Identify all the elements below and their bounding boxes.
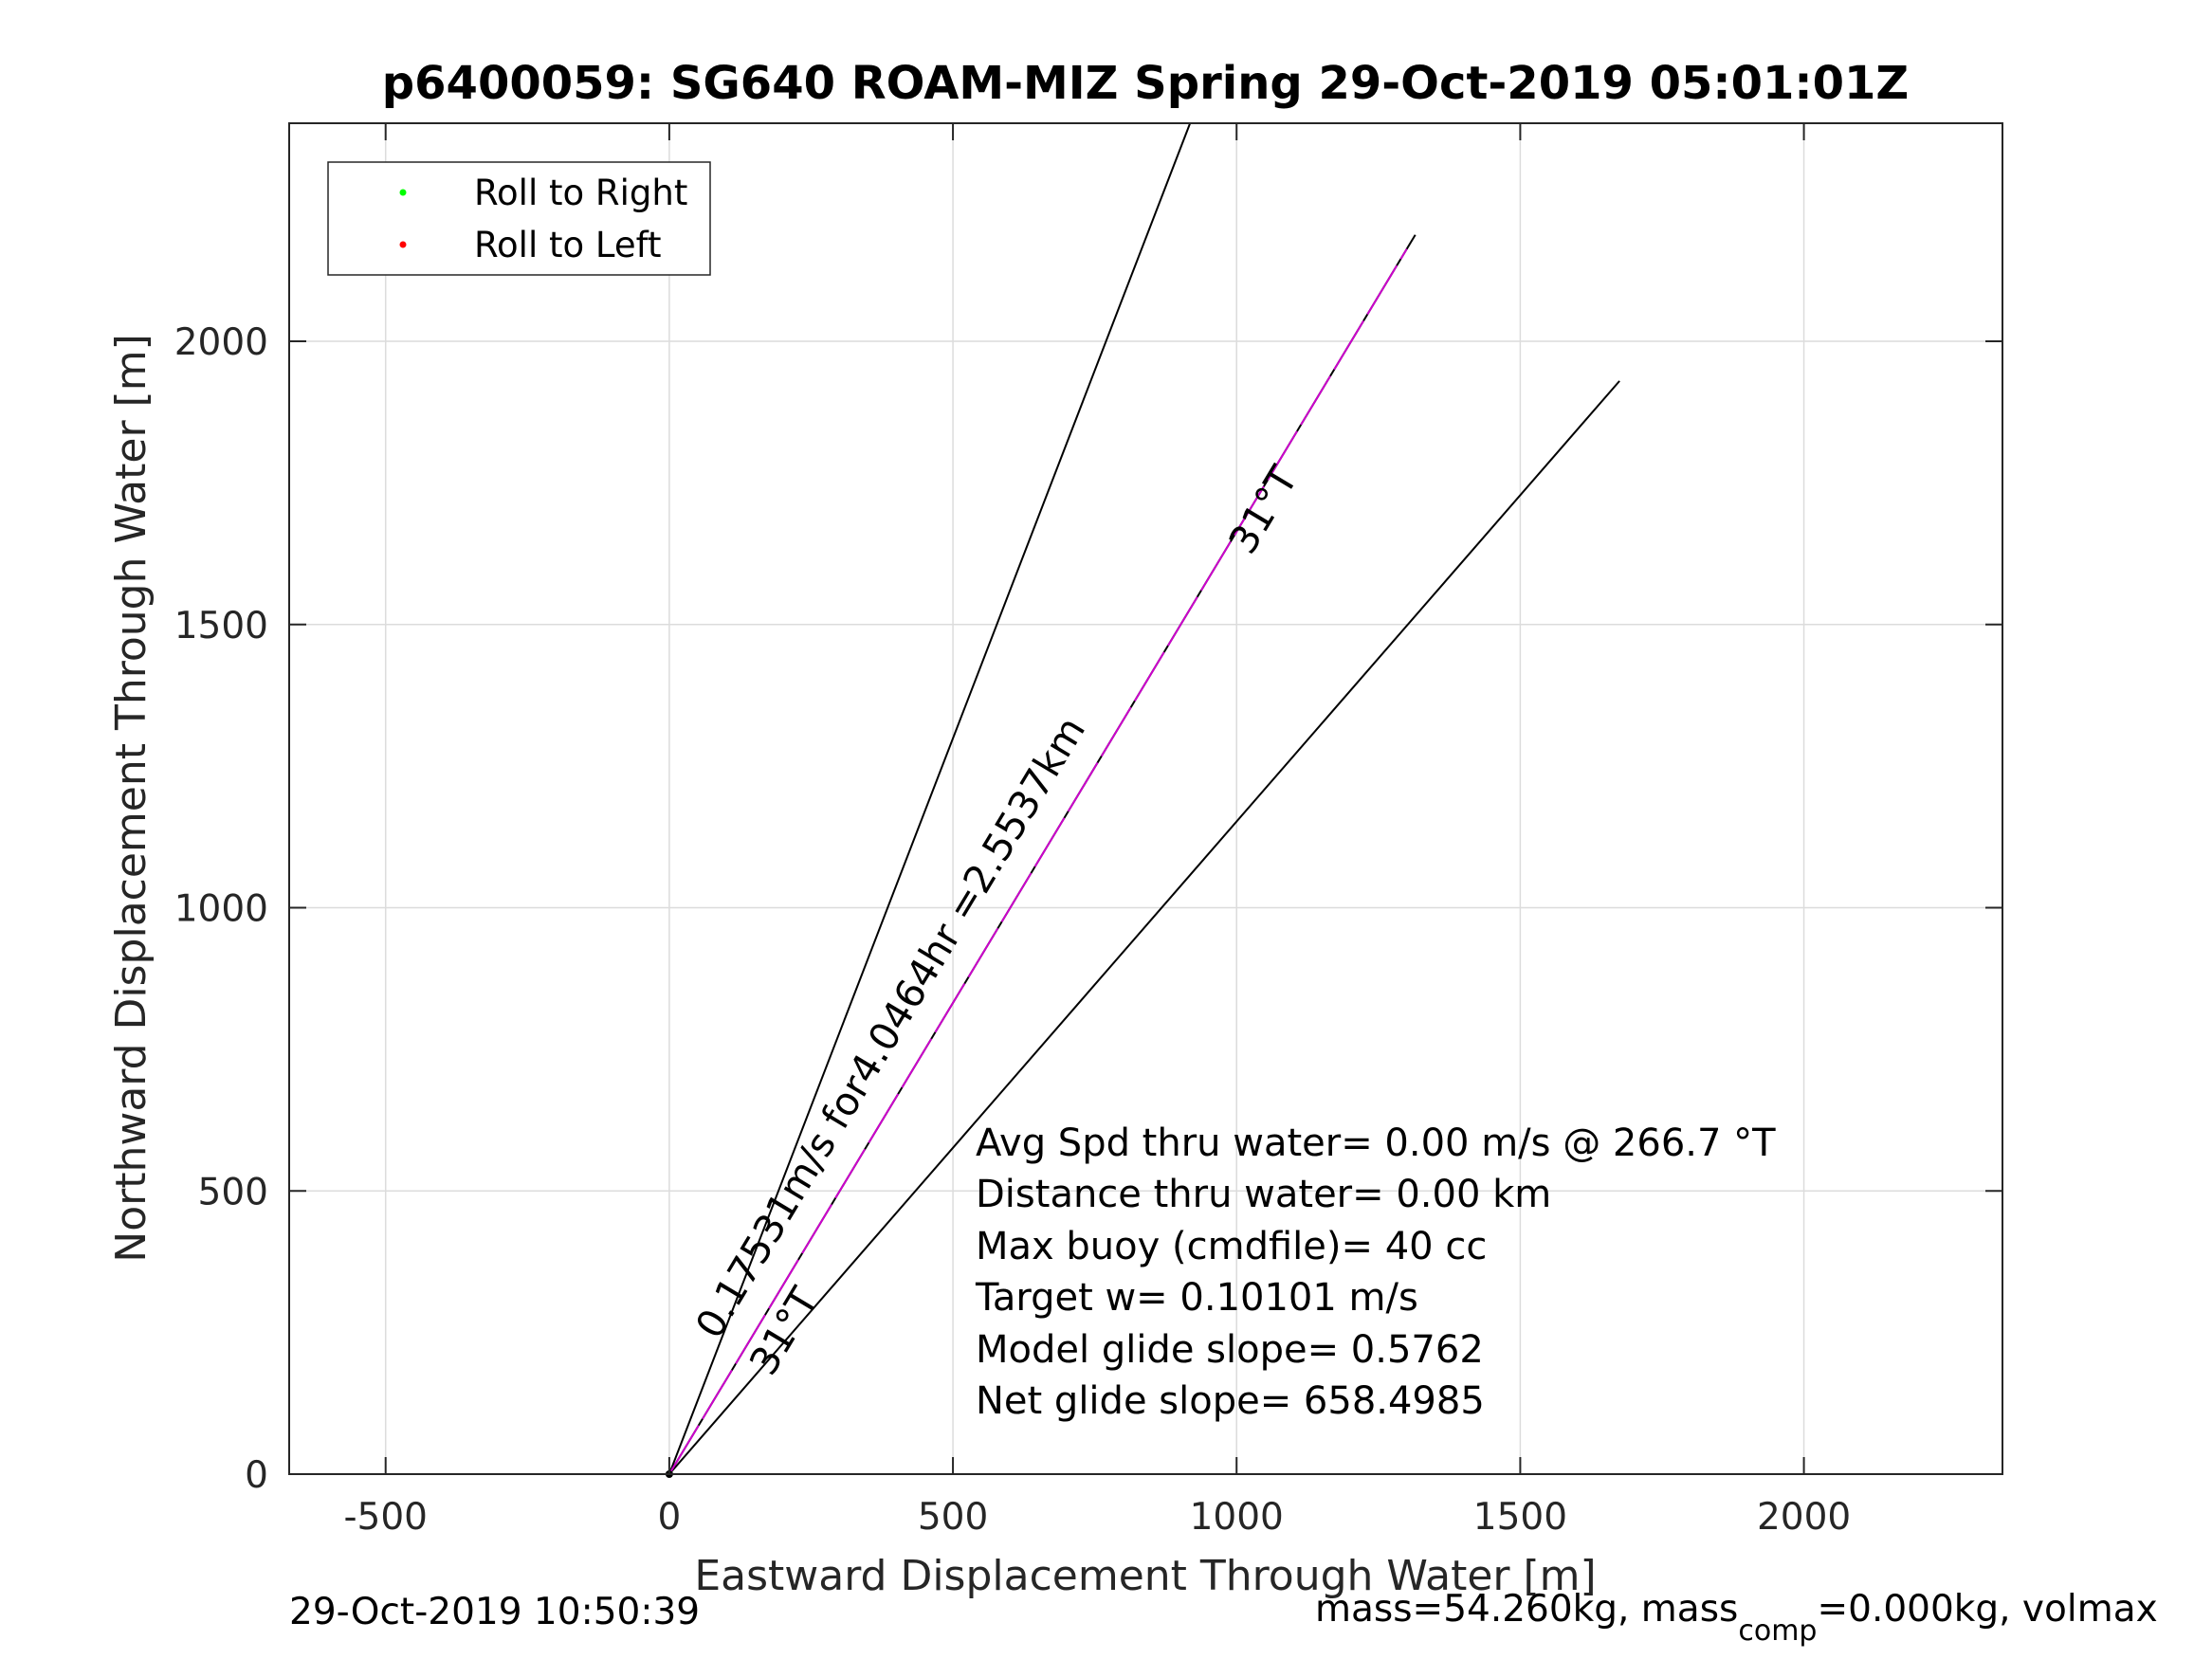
plot-frame xyxy=(288,122,2003,1475)
info-line: Target w= 0.10101 m/s xyxy=(975,1276,1418,1320)
series-line xyxy=(668,380,1620,1475)
x-tick-label: -500 xyxy=(343,1496,428,1539)
x-tick-label: 2000 xyxy=(1757,1496,1851,1539)
info-line: Max buoy (cmdfile)= 40 cc xyxy=(976,1225,1487,1268)
tick-group: -500 0 500 1000 1500 2000 0 500 1000 1500 2000 xyxy=(174,123,2002,1539)
legend-label-left: Roll to Left xyxy=(474,225,662,265)
footer-mass: mass=54.260kg, masscomp=0.000kg, volmax xyxy=(1315,1588,2158,1648)
legend: Roll to Right Roll to Left xyxy=(327,161,711,276)
info-line: Model glide slope= 0.5762 xyxy=(976,1328,1484,1372)
footer-timestamp: 29-Oct-2019 10:50:39 xyxy=(289,1591,700,1633)
x-tick-label: 500 xyxy=(918,1496,988,1539)
y-tick-label: 1000 xyxy=(174,888,268,931)
series-line xyxy=(668,248,1408,1475)
info-line: Net glide slope= 658.4985 xyxy=(976,1379,1485,1423)
y-axis-label: Northward Displacement Through Water [m] xyxy=(107,334,155,1262)
grid-lines xyxy=(289,123,2002,1475)
footer-mass-a: mass=54.260kg, mass xyxy=(1315,1588,1738,1631)
plot-area xyxy=(289,123,2002,1474)
y-tick-label: 500 xyxy=(198,1171,268,1213)
y-tick-label: 1500 xyxy=(174,605,268,647)
legend-marker-right xyxy=(399,189,407,196)
legend-box xyxy=(327,161,711,276)
x-axis-label: Eastward Displacement Through Water [m] xyxy=(694,1552,1596,1600)
x-tick-label: 1500 xyxy=(1473,1496,1567,1539)
footer-mass-sub: comp xyxy=(1738,1614,1817,1648)
series-group xyxy=(665,122,1620,1478)
x-tick-label: 0 xyxy=(657,1496,681,1539)
legend-label-right: Roll to Right xyxy=(474,173,687,213)
info-box: Avg Spd thru water= 0.00 m/s @ 266.7 °T … xyxy=(975,1121,1776,1423)
x-tick-label: 1000 xyxy=(1190,1496,1284,1539)
info-line: Avg Spd thru water= 0.00 m/s @ 266.7 °T xyxy=(976,1121,1776,1165)
y-tick-label: 2000 xyxy=(174,321,268,364)
info-line: Distance thru water= 0.00 km xyxy=(976,1173,1551,1216)
footer-mass-b: =0.000kg, volmax xyxy=(1817,1588,2157,1631)
chart-title: p6400059: SG640 ROAM-MIZ Spring 29-Oct-2… xyxy=(382,57,1909,110)
y-tick-label: 0 xyxy=(245,1454,268,1497)
series-line xyxy=(667,122,1192,1475)
legend-marker-left xyxy=(399,241,407,248)
